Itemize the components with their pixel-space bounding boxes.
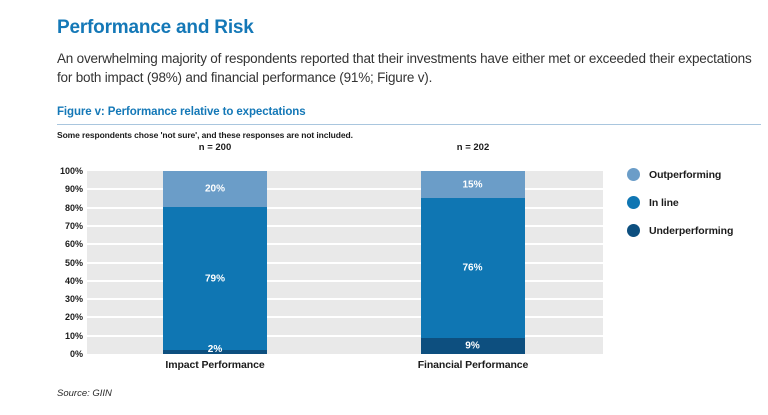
- legend-swatch-in-line-icon: [627, 196, 640, 209]
- bar-segment: 79%: [163, 207, 267, 351]
- y-tick-label: 30%: [64, 294, 83, 305]
- legend-swatch-underperforming-icon: [627, 224, 640, 237]
- stacked-bar: 15% 76% 9%: [420, 171, 525, 354]
- gridline: [87, 298, 603, 301]
- n-label-impact: n = 200: [198, 142, 232, 153]
- bar-segment-label: 76%: [462, 262, 483, 274]
- y-tick-label: 10%: [64, 330, 83, 341]
- y-tick-label: 100%: [59, 166, 83, 176]
- intro-paragraph: An overwhelming majority of respondents …: [57, 51, 752, 85]
- bar-segment: 20%: [163, 171, 267, 208]
- bar-segment: 76%: [420, 198, 525, 338]
- bar-segment: 2%: [163, 344, 267, 355]
- page-title: Performance and Risk: [57, 17, 254, 38]
- bar-segment-label: 79%: [204, 273, 225, 285]
- legend-label: Underperforming: [649, 224, 734, 237]
- y-axis: 100% 90% 80% 70% 60% 50% 40% 30% 20% 10% 0%: [36, 166, 83, 359]
- y-tick-label: 20%: [64, 312, 83, 323]
- plot-area: 20% 79% 2% 15% 76% 9%: [87, 171, 603, 355]
- legend-item: In line: [627, 196, 733, 209]
- y-tick-label: 80%: [64, 202, 83, 213]
- x-label-impact: Impact Performance: [165, 359, 265, 371]
- source-note: Source: GIIN: [57, 388, 112, 399]
- legend-label: In line: [649, 196, 679, 209]
- x-label-financial: Financial Performance: [417, 359, 529, 371]
- y-tick-label: 70%: [64, 220, 83, 231]
- legend-item: Underperforming: [627, 224, 733, 237]
- bar-segment-label: 9%: [465, 340, 480, 352]
- y-tick-label: 90%: [64, 184, 83, 195]
- gridline: [87, 334, 603, 337]
- n-label-financial: n = 202: [456, 142, 490, 153]
- gridline: [87, 206, 603, 209]
- gridline: [87, 279, 603, 282]
- bar-segment: 15%: [420, 171, 525, 199]
- legend: Outperforming In line Underperforming: [627, 168, 733, 252]
- legend-label: Outperforming: [649, 168, 722, 181]
- legend-swatch-outperforming-icon: [627, 168, 640, 181]
- bar-segment: 9%: [420, 337, 525, 354]
- legend-item: Outperforming: [627, 168, 733, 181]
- bar-segment-label: 2%: [207, 343, 223, 355]
- y-tick-label: 40%: [64, 275, 83, 286]
- stacked-bar: 20% 79% 2%: [163, 171, 267, 355]
- figure-note: Some respondents chose 'not sure', and t…: [57, 130, 353, 140]
- y-tick-label: 0%: [69, 349, 83, 359]
- y-tick-label: 50%: [64, 257, 83, 268]
- gridline: [87, 243, 603, 246]
- gridline: [87, 224, 603, 227]
- figure-title: Figure v: Performance relative to expect…: [57, 106, 761, 125]
- y-tick-label: 60%: [64, 239, 83, 250]
- gridline: [87, 316, 603, 319]
- bar-segment-label: 20%: [204, 183, 225, 195]
- gridline: [87, 261, 603, 264]
- bar-segment-label: 15%: [462, 179, 483, 191]
- gridline: [87, 188, 603, 191]
